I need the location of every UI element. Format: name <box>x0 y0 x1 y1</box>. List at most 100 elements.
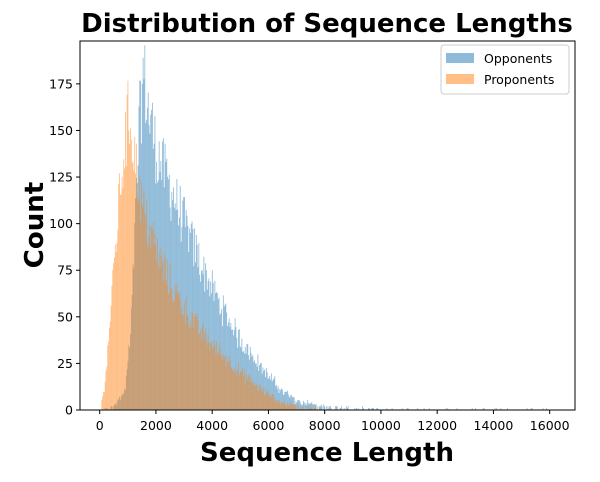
proponents-bar <box>221 353 223 410</box>
proponents-bar <box>249 381 251 410</box>
proponents-bar <box>178 291 179 410</box>
proponents-bar <box>204 333 206 410</box>
proponents-bar <box>157 266 159 410</box>
proponents-bar <box>119 173 120 410</box>
proponents-bar <box>257 390 259 410</box>
proponents-bar <box>158 252 160 410</box>
proponents-bar <box>258 390 260 410</box>
proponents-bar <box>249 374 250 410</box>
proponents-bar <box>231 368 233 410</box>
opponents-bar <box>276 388 278 410</box>
proponents-bar <box>237 370 239 410</box>
opponents-bar <box>447 408 449 410</box>
proponents-bar <box>134 136 136 410</box>
proponents-bar <box>114 244 116 410</box>
opponents-bar <box>531 408 533 410</box>
opponents-bar <box>279 389 281 410</box>
proponents-bar <box>107 345 109 410</box>
proponents-bar <box>181 307 183 410</box>
opponents-bar <box>423 408 425 410</box>
proponents-bar <box>182 313 184 410</box>
proponents-bar <box>235 375 237 410</box>
opponents-bar <box>416 408 418 410</box>
proponents-bar <box>287 402 288 410</box>
proponents-bar <box>236 370 238 410</box>
opponents-bar <box>216 293 218 410</box>
opponents-bar <box>471 408 473 410</box>
proponents-bar <box>328 408 330 410</box>
proponents-bar <box>136 196 138 410</box>
y-tick-label: 75 <box>57 263 73 278</box>
opponents-bar <box>357 408 359 410</box>
opponents-bar <box>262 367 264 410</box>
proponents-bar <box>188 323 190 410</box>
proponents-bar <box>308 406 309 410</box>
proponents-bar <box>245 374 247 410</box>
proponents-bar <box>130 128 131 410</box>
proponents-bar <box>193 327 195 410</box>
opponents-bar <box>542 408 544 410</box>
proponents-bar <box>141 203 143 410</box>
x-tick-label: 12000 <box>417 418 457 433</box>
y-tick-label: 175 <box>49 76 73 91</box>
proponents-bar <box>189 327 190 410</box>
proponents-bar <box>108 341 109 410</box>
proponents-bar <box>310 408 312 410</box>
proponents-bar <box>152 229 153 410</box>
proponents-bar <box>176 284 178 410</box>
opponents-bar <box>182 200 184 410</box>
proponents-bar <box>208 342 210 410</box>
proponents-bar <box>224 357 226 410</box>
opponents-bar <box>293 397 295 410</box>
opponents-bar <box>162 138 164 410</box>
proponents-bar <box>225 366 227 410</box>
proponents-bar <box>286 405 287 410</box>
opponents-bar <box>546 408 547 410</box>
opponents-bar <box>335 406 337 410</box>
opponents-bar <box>362 408 364 410</box>
proponents-bar <box>117 229 119 410</box>
opponents-bar <box>317 406 319 410</box>
proponents-bar <box>238 362 239 410</box>
proponents-bar <box>301 406 303 410</box>
proponents-bar <box>128 130 130 410</box>
proponents-bar <box>185 296 187 410</box>
opponents-bar <box>386 408 388 410</box>
proponents-bar <box>110 305 112 410</box>
proponents-bar <box>260 385 261 410</box>
opponents-bar <box>346 408 348 410</box>
proponents-bar <box>275 399 277 410</box>
opponents-bar <box>292 397 294 410</box>
proponents-bar <box>220 356 222 410</box>
proponents-bar <box>230 367 232 410</box>
opponents-bar <box>284 391 286 410</box>
proponents-bar <box>270 395 271 410</box>
proponents-bar <box>139 176 141 410</box>
proponents-bar <box>330 408 332 410</box>
proponents-bar <box>311 408 313 410</box>
proponents-bar <box>172 301 174 410</box>
opponents-bar <box>428 408 430 410</box>
opponents-bar <box>168 174 170 410</box>
proponents-bar <box>244 384 246 410</box>
proponents-bar <box>196 313 198 410</box>
proponents-bar <box>212 347 214 410</box>
proponents-bar <box>114 257 115 410</box>
proponents-bar <box>155 244 157 410</box>
opponents-bar <box>494 408 496 410</box>
opponents-bar <box>186 215 188 410</box>
proponents-bar <box>106 366 108 410</box>
proponents-bar <box>164 259 166 410</box>
opponents-bar <box>166 158 168 410</box>
opponents-bar <box>290 395 292 410</box>
opponents-bar <box>303 400 304 410</box>
proponents-bar <box>254 385 256 410</box>
proponents-bar <box>240 371 242 410</box>
chart-title: Distribution of Sequence Lengths <box>81 9 573 39</box>
proponents-bar <box>124 168 125 410</box>
opponents-bar <box>212 282 214 410</box>
proponents-bar <box>281 403 283 410</box>
opponents-bar <box>274 376 276 410</box>
proponents-bar <box>287 404 289 410</box>
